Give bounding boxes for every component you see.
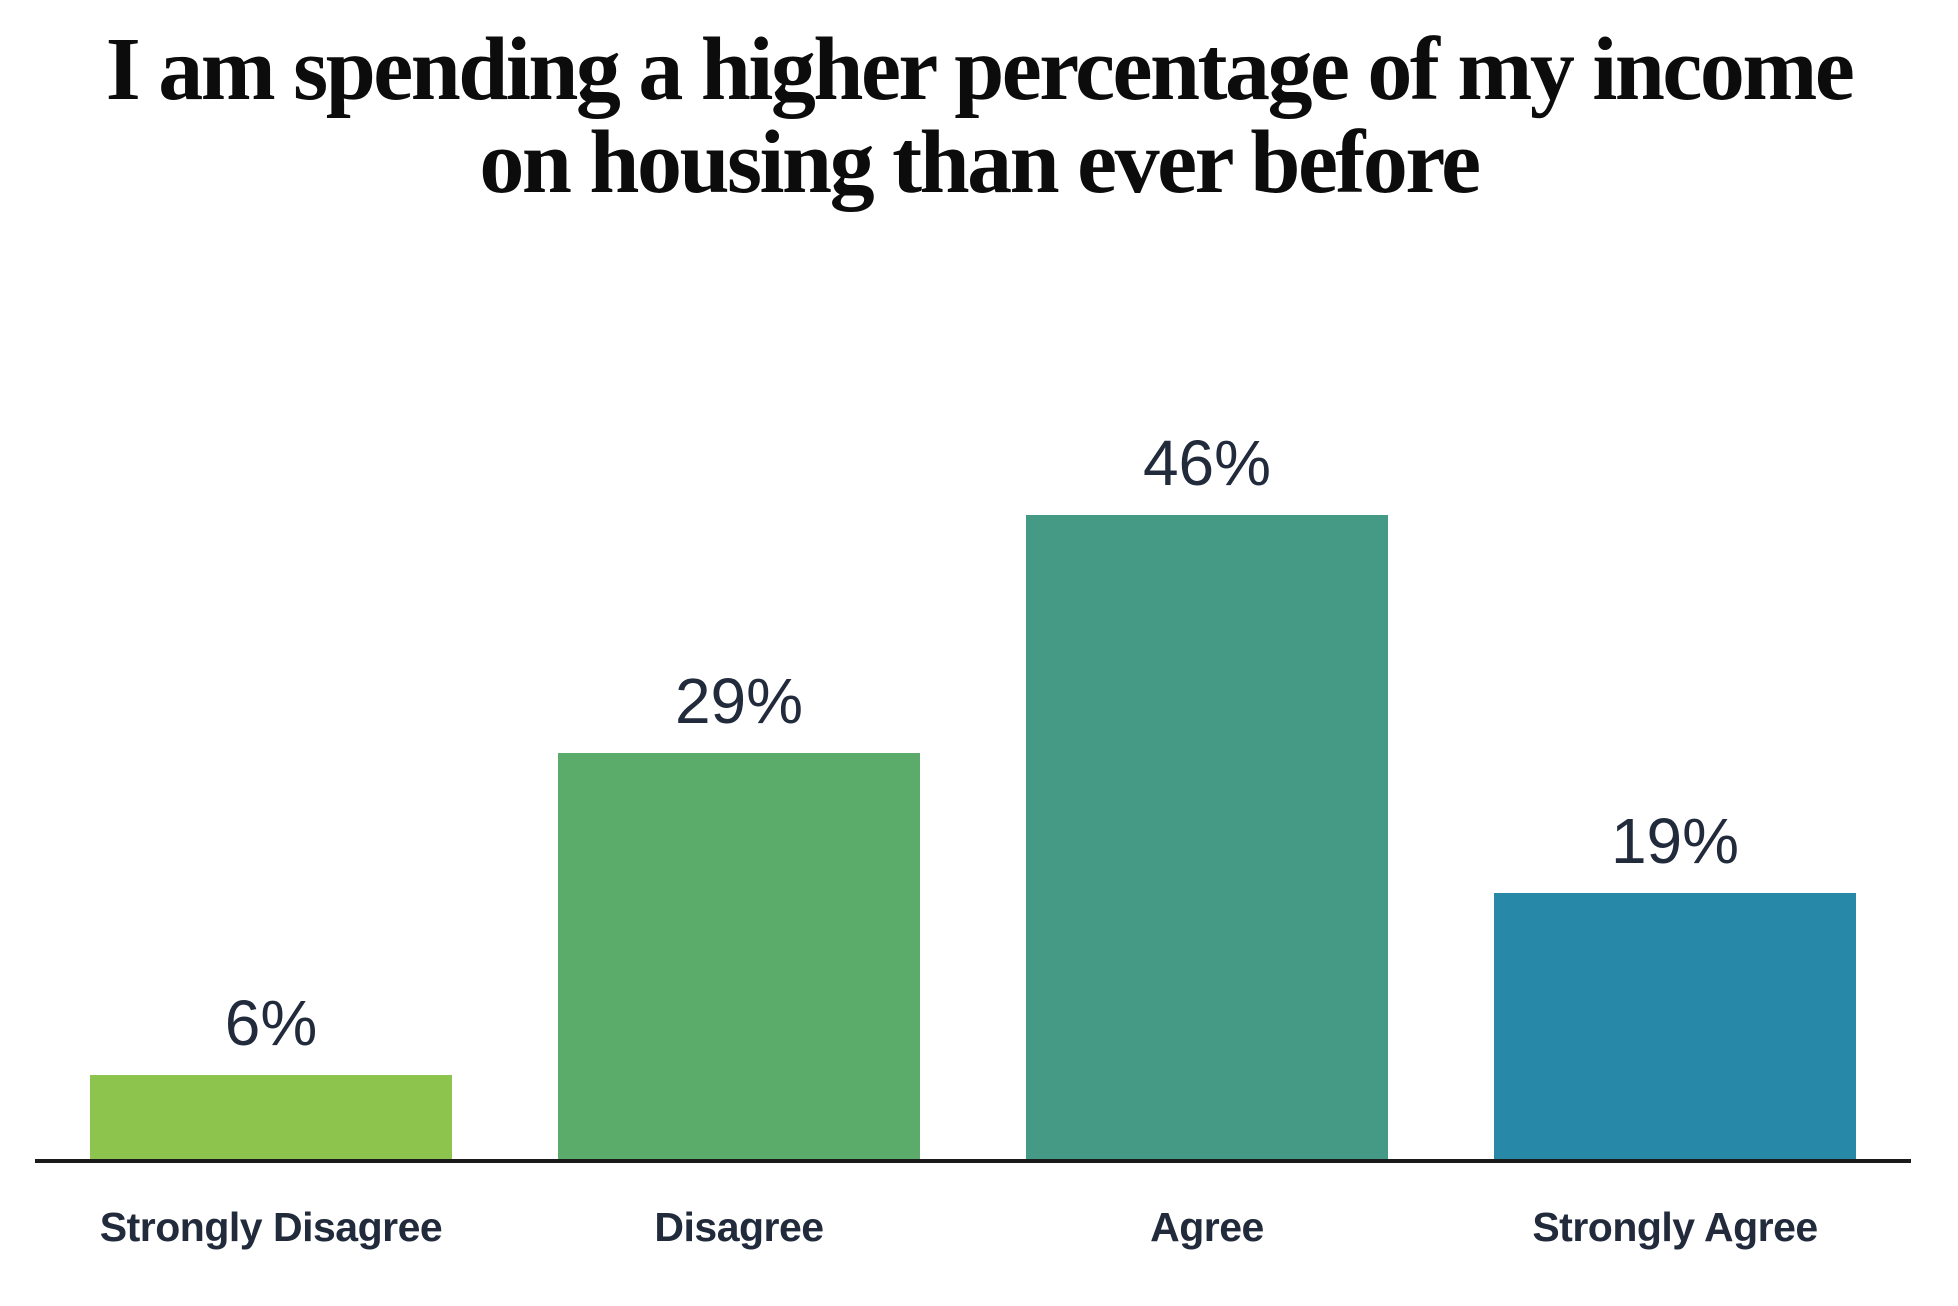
bar-value-label-disagree: 29% (674, 665, 804, 737)
bar-column-strongly-disagree: 6% (90, 991, 452, 1159)
bar-value-label-strongly-disagree: 6% (224, 987, 318, 1059)
category-cell-strongly-agree: Strongly Agree (1494, 1204, 1856, 1251)
bar-strongly-disagree (90, 1075, 452, 1159)
bars-plot-area: 6% 29% 46% 19% (90, 431, 1856, 1159)
x-axis-line (35, 1159, 1911, 1163)
bar-disagree (558, 753, 920, 1159)
bar-column-disagree: 29% (558, 669, 920, 1159)
bar-value-label-strongly-agree: 19% (1610, 805, 1740, 877)
chart-title-line-2: on housing than ever before (479, 112, 1481, 212)
category-label-disagree: Disagree (654, 1204, 824, 1250)
bar-agree (1026, 515, 1388, 1159)
bar-column-strongly-agree: 19% (1494, 809, 1856, 1159)
category-label-agree: Agree (1150, 1204, 1264, 1250)
bar-value-label-agree: 46% (1142, 427, 1272, 499)
bar-column-agree: 46% (1026, 431, 1388, 1159)
chart-title-line-1: I am spending a higher percentage of my … (105, 20, 1855, 119)
category-cell-disagree: Disagree (558, 1204, 920, 1251)
category-cell-strongly-disagree: Strongly Disagree (90, 1204, 452, 1251)
chart-title: I am spending a higher percentage of my … (0, 20, 1958, 212)
x-axis-category-labels: Strongly Disagree Disagree Agree Strongly A… (90, 1204, 1856, 1251)
category-label-strongly-agree: Strongly Agree (1532, 1204, 1818, 1250)
bar-strongly-agree (1494, 893, 1856, 1159)
category-label-strongly-disagree: Strongly Disagree (99, 1204, 443, 1250)
category-cell-agree: Agree (1026, 1204, 1388, 1251)
